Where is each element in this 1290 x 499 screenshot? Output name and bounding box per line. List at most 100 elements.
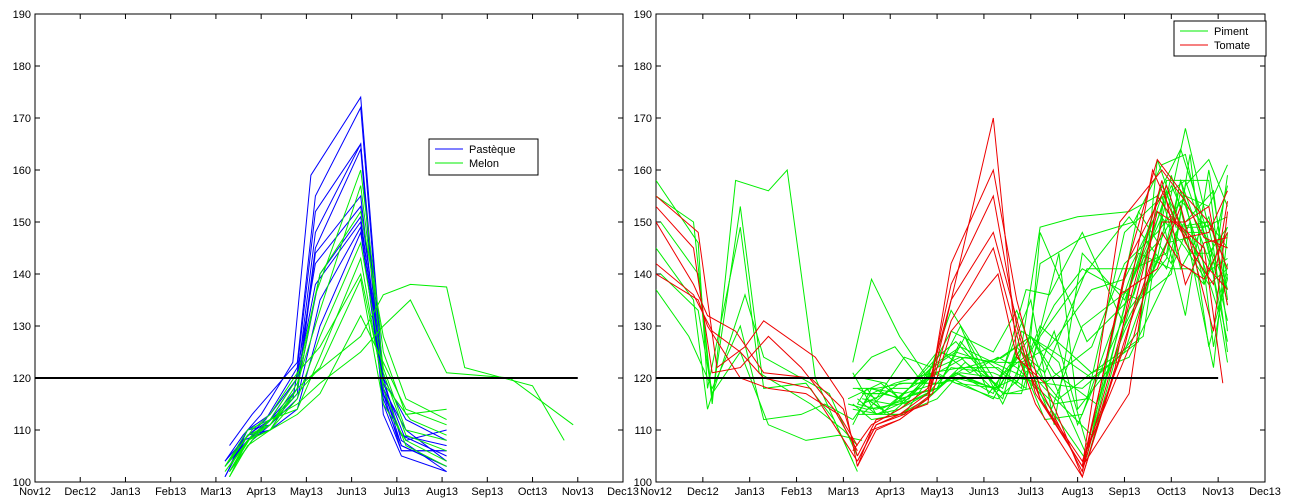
x-tick-label: May13	[921, 486, 954, 498]
series-line	[1081, 184, 1228, 467]
series-line	[656, 221, 858, 457]
series-line	[656, 206, 858, 452]
x-tick-label: Jul13	[1018, 486, 1044, 498]
legend-box	[428, 138, 539, 176]
x-tick-label: Jun13	[969, 486, 999, 498]
y-tick-label: 130	[13, 321, 31, 333]
y-tick-label: 120	[13, 373, 31, 385]
series-line	[656, 180, 858, 446]
y-tick-label: 180	[634, 61, 652, 73]
y-tick-label: 150	[13, 217, 31, 229]
x-tick-label: Aug13	[426, 486, 458, 498]
y-tick-label: 100	[13, 477, 31, 489]
series-line	[852, 175, 1228, 405]
x-tick-label: Apr13	[876, 486, 905, 498]
x-tick-label: Mar13	[200, 486, 231, 498]
series-line	[852, 227, 1228, 421]
series-line	[852, 179, 1228, 415]
plot-frame	[34, 13, 624, 483]
series-line	[856, 158, 1228, 474]
series-line	[229, 220, 447, 462]
y-tick-label: 140	[13, 269, 31, 281]
x-tick-label: Feb13	[155, 486, 186, 498]
x-tick-label: Jun13	[337, 486, 367, 498]
legend-label: Piment	[1214, 26, 1248, 38]
x-tick-label: Oct13	[1157, 486, 1186, 498]
series-piment	[656, 128, 1228, 472]
chart-panel-1: 100 110 120 130 140 150 160 170 180 190 Nov12 Dec12…	[13, 9, 639, 498]
y-tick-label: 100	[634, 477, 652, 489]
series-line	[229, 205, 447, 472]
x-tick-label: Mar13	[828, 486, 859, 498]
series-line	[229, 299, 574, 467]
x-tick-label: Jan13	[110, 486, 140, 498]
y-tick-label: 110	[634, 425, 652, 437]
legend-label: Melon	[469, 158, 499, 170]
x-tick-label: Nov13	[1202, 486, 1234, 498]
x-tick-label: Nov12	[19, 486, 51, 498]
legend-box	[1173, 20, 1267, 57]
legend-label: Pastèque	[469, 144, 515, 156]
series-line	[229, 272, 447, 462]
series-line	[224, 277, 447, 467]
x-tick-label: Jan13	[735, 486, 765, 498]
x-tick-label: May13	[290, 486, 323, 498]
series-line	[229, 283, 565, 472]
series-line	[656, 289, 854, 421]
series-line	[229, 241, 447, 478]
series-line	[229, 185, 447, 472]
x-tick-label: Dec12	[64, 486, 96, 498]
series-line	[1081, 205, 1228, 462]
series-line	[856, 190, 1228, 468]
series-line	[857, 179, 1228, 410]
x-tick-label: Feb13	[781, 486, 812, 498]
series-line	[229, 194, 447, 467]
y-tick-label: 130	[634, 321, 652, 333]
series-line	[656, 263, 858, 462]
x-tick-label: Dec12	[687, 486, 719, 498]
x-tick-label: Dec13	[607, 486, 639, 498]
x-tick-label: Sep13	[471, 486, 503, 498]
y-tick-label: 120	[634, 373, 652, 385]
y-tick-label: 190	[13, 9, 31, 21]
series-line	[656, 195, 858, 472]
y-tick-label: 180	[13, 61, 31, 73]
series-line	[847, 194, 1228, 416]
series-line	[856, 169, 1228, 468]
legend: Pastèque Melon	[428, 138, 539, 176]
series-line	[229, 142, 447, 467]
series-melon	[224, 169, 574, 478]
y-tick-label: 110	[13, 425, 31, 437]
x-tick-label: Jul13	[384, 486, 410, 498]
series-line	[857, 159, 1228, 415]
series-line	[224, 314, 447, 472]
x-tick-label: Nov13	[562, 486, 594, 498]
legend: Piment Tomate	[1173, 20, 1267, 57]
x-tick-label: Sep13	[1109, 486, 1141, 498]
y-tick-label: 150	[634, 217, 652, 229]
series-line	[856, 231, 1228, 479]
series-line	[852, 147, 1228, 380]
x-tick-label: Apr13	[246, 486, 275, 498]
y-tick-label: 170	[634, 113, 652, 125]
series-line	[660, 273, 863, 441]
y-tick-label: 160	[13, 165, 31, 177]
x-tick-label: Aug13	[1062, 486, 1094, 498]
series-line	[1081, 180, 1228, 472]
y-tick-label: 170	[13, 113, 31, 125]
legend-label: Tomate	[1214, 40, 1250, 52]
x-tick-label: Nov12	[640, 486, 672, 498]
series-line	[857, 153, 1228, 400]
x-tick-label: Oct13	[518, 486, 547, 498]
series-line	[866, 188, 1228, 427]
y-tick-label: 160	[634, 165, 652, 177]
series-line	[856, 184, 1228, 448]
series-line	[229, 105, 447, 467]
chart-panel-2: 100 110 120 130 140 150 160 170 180 190 Nov12 Dec12…	[634, 9, 1281, 498]
series-line	[1081, 204, 1228, 472]
y-tick-label: 140	[634, 269, 652, 281]
series-line	[656, 195, 858, 467]
x-tick-label: Dec13	[1249, 486, 1281, 498]
series-line	[656, 273, 858, 446]
